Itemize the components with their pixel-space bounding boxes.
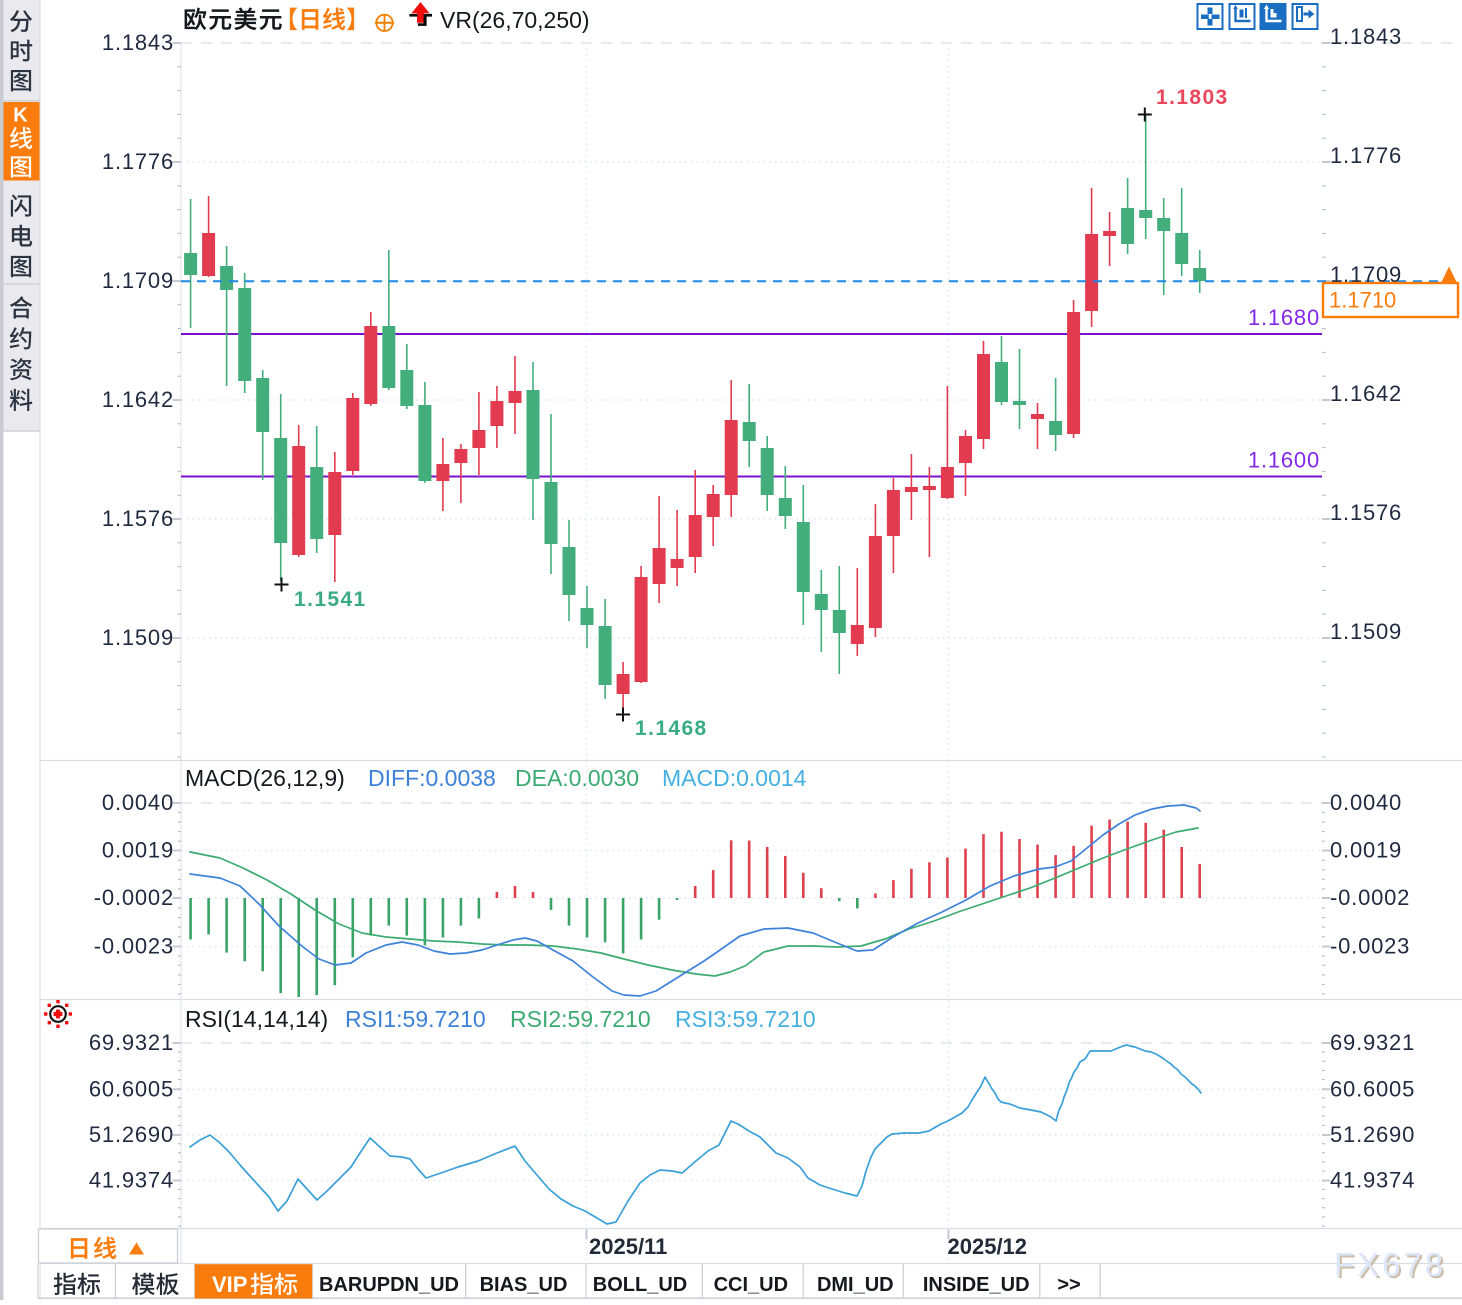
svg-text:1.1468: 1.1468 (635, 717, 708, 740)
svg-text:INSIDE_UD: INSIDE_UD (923, 1274, 1030, 1296)
svg-text:1.1576: 1.1576 (102, 506, 174, 531)
svg-text:1.1803: 1.1803 (1156, 86, 1229, 109)
svg-text:CCI_UD: CCI_UD (714, 1274, 788, 1296)
svg-text:1.1541: 1.1541 (294, 588, 367, 611)
svg-text:0.0040: 0.0040 (1330, 790, 1402, 815)
svg-text:0.0019: 0.0019 (102, 838, 174, 863)
svg-text:1.1776: 1.1776 (1330, 143, 1402, 168)
svg-text:MACD:0.0014: MACD:0.0014 (662, 765, 807, 791)
svg-text:1.1843: 1.1843 (1330, 24, 1402, 49)
svg-text:VR(26,70,250): VR(26,70,250) (440, 7, 590, 33)
svg-text:BOLL_UD: BOLL_UD (593, 1274, 687, 1296)
svg-text:-0.0023: -0.0023 (1330, 934, 1410, 959)
svg-text:-0.0002: -0.0002 (1330, 885, 1410, 910)
svg-text:VIP: VIP (212, 1272, 247, 1297)
svg-text:51.2690: 51.2690 (89, 1122, 174, 1147)
svg-text:1.1680: 1.1680 (1248, 305, 1320, 330)
svg-text:2025/11: 2025/11 (589, 1234, 667, 1259)
svg-text:2025/12: 2025/12 (948, 1234, 1028, 1259)
svg-text:RSI1:59.7210: RSI1:59.7210 (345, 1006, 486, 1032)
svg-text:DEA:0.0030: DEA:0.0030 (515, 765, 639, 791)
svg-text:41.9374: 41.9374 (1330, 1168, 1415, 1193)
svg-text:41.9374: 41.9374 (89, 1168, 174, 1193)
svg-text:K: K (13, 105, 28, 127)
svg-text:DIFF:0.0038: DIFF:0.0038 (368, 765, 496, 791)
svg-text:0.0019: 0.0019 (1330, 838, 1402, 863)
svg-text:1.1509: 1.1509 (1330, 619, 1402, 644)
svg-text:RSI3:59.7210: RSI3:59.7210 (675, 1006, 816, 1032)
svg-text:1.1600: 1.1600 (1248, 448, 1320, 473)
svg-text:1.1509: 1.1509 (102, 625, 174, 650)
svg-text:1.1642: 1.1642 (1330, 381, 1402, 406)
svg-text:>>: >> (1057, 1274, 1080, 1296)
svg-text:BARUPDN_UD: BARUPDN_UD (319, 1274, 459, 1296)
svg-text:FX678: FX678 (1334, 1246, 1446, 1283)
svg-text:-0.0002: -0.0002 (94, 885, 174, 910)
svg-text:69.9321: 69.9321 (1330, 1030, 1415, 1055)
svg-text:MACD(26,12,9): MACD(26,12,9) (185, 765, 345, 791)
svg-text:0.0040: 0.0040 (102, 790, 174, 815)
svg-text:BIAS_UD: BIAS_UD (480, 1274, 568, 1296)
svg-text:1.1642: 1.1642 (102, 387, 174, 412)
svg-text:RSI2:59.7210: RSI2:59.7210 (510, 1006, 651, 1032)
svg-text:1.1709: 1.1709 (102, 268, 174, 293)
svg-text:-0.0023: -0.0023 (94, 934, 174, 959)
svg-text:1.1843: 1.1843 (102, 30, 174, 55)
svg-text:RSI(14,14,14): RSI(14,14,14) (185, 1006, 328, 1032)
svg-text:1.1776: 1.1776 (102, 149, 174, 174)
svg-text:DMI_UD: DMI_UD (817, 1274, 894, 1296)
svg-text:60.6005: 60.6005 (89, 1076, 174, 1101)
svg-text:1.1576: 1.1576 (1330, 500, 1402, 525)
svg-text:1.1710: 1.1710 (1329, 288, 1396, 313)
svg-text:FX678: FX678 (1336, 1248, 1448, 1285)
svg-text:60.6005: 60.6005 (1330, 1076, 1415, 1101)
svg-text:69.9321: 69.9321 (89, 1030, 174, 1055)
svg-text:51.2690: 51.2690 (1330, 1122, 1415, 1147)
